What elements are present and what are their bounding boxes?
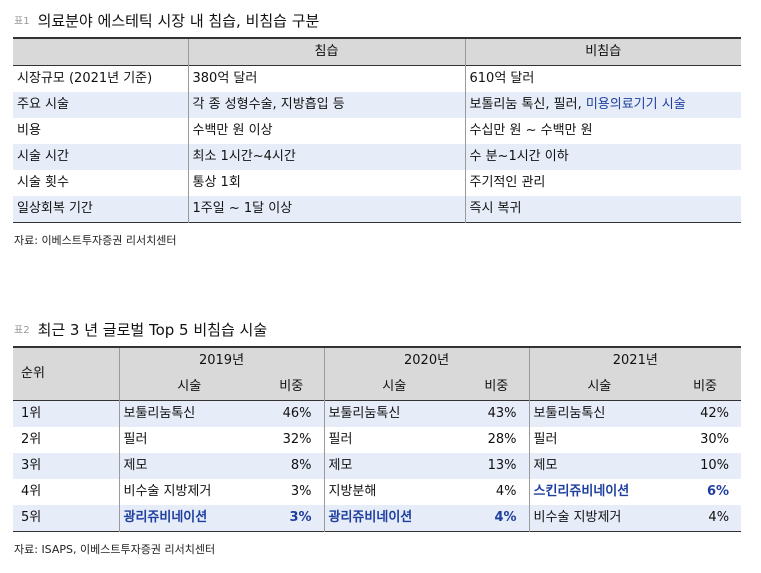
rank-cell: 4위 (21, 484, 42, 499)
table1-header-noninvasive: 비침습 (464, 38, 741, 66)
proc-header: 시술 (323, 374, 465, 401)
share-cell: 4% (494, 510, 517, 525)
table-row: 1위 보툴리눔톡신 46% 보툴리눔톡신 43% 보툴리눔톡신 42% (13, 400, 742, 427)
noninvasive-cell: 수십만 원 ~ 수백만 원 (464, 118, 741, 144)
procedure-cell: 보툴리눔톡신 (323, 400, 465, 427)
table-row: 일상회복 기간 1주일 ~ 1달 이상 즉시 복귀 (13, 196, 741, 223)
share-cell: 4% (708, 510, 730, 525)
table-row: 2위 필러 32% 필러 28% 필러 30% (13, 427, 741, 453)
table1-header-blank (13, 38, 188, 66)
noninvasive-text: 610억 달러 (469, 71, 535, 86)
procedure-cell: 제모 (118, 453, 259, 479)
table-row: 4위 비수술 지방제거 3% 지방분해 4% 스킨리쥬비네이션 6% (13, 479, 741, 505)
noninvasive-text: 수십만 원 ~ 수백만 원 (469, 123, 593, 138)
invasive-cell: 통상 1회 (187, 170, 465, 196)
share-header: 비중 (259, 374, 325, 401)
share-cell: 13% (487, 458, 517, 473)
noninvasive-cell: 주기적인 관리 (464, 170, 741, 196)
procedure-cell: 스킨리쥬비네이션 (528, 479, 670, 505)
share-cell: 3% (289, 510, 312, 525)
table2: 순위 2019년 2020년 2021년 시술 비중 시술 비중 시술 비중 1… (13, 346, 742, 532)
share-header: 비중 (464, 374, 530, 401)
noninvasive-cell: 수 분~1시간 이하 (464, 144, 741, 170)
noninvasive-cell: 610억 달러 (464, 65, 741, 92)
share-cell: 46% (282, 406, 312, 421)
procedure-cell: 필러 (323, 427, 465, 453)
table2-source: 자료: ISAPS, 이베스트투자증권 리서치센터 (14, 543, 216, 556)
table-row: 주요 시술 각 종 성형수술, 지방흡입 등 보톨리눔 톡신, 필러, 미용의료… (13, 92, 741, 118)
table-row: 시술 횟수 통상 1회 주기적인 관리 (13, 170, 741, 196)
invasive-cell: 각 종 성형수술, 지방흡입 등 (187, 92, 465, 118)
row-label: 주요 시술 (17, 97, 69, 112)
table-row: 시장규모 (2021년 기준) 380억 달러 610억 달러 (13, 65, 741, 92)
share-cell: 43% (487, 406, 517, 421)
row-label: 시술 횟수 (17, 175, 69, 190)
row-label: 시장규모 (2021년 기준) (17, 71, 153, 86)
table2-body: 1위 보툴리눔톡신 46% 보툴리눔톡신 43% 보툴리눔톡신 42% 2위 필러 32% 필러 28… (13, 400, 742, 532)
share-header: 비중 (669, 374, 742, 401)
invasive-cell: 1주일 ~ 1달 이상 (187, 196, 465, 223)
table-row: 3위 제모 8% 제모 13% 제모 10% (13, 453, 742, 479)
noninvasive-text: 주기적인 관리 (469, 175, 546, 190)
rank-cell: 2위 (21, 432, 42, 447)
invasive-cell: 수백만 원 이상 (187, 118, 465, 144)
table2-title: 최근 3 년 글로벌 Top 5 비침습 시술 (37, 321, 268, 339)
rank-cell: 5위 (21, 510, 42, 525)
share-cell: 10% (700, 458, 730, 473)
procedure-cell: 필러 (118, 427, 259, 453)
table-row: 비용 수백만 원 이상 수십만 원 ~ 수백만 원 (13, 118, 741, 144)
procedure-cell: 비수술 지방제거 (528, 505, 670, 532)
noninvasive-text: 수 분~1시간 이하 (469, 149, 569, 164)
procedure-cell: 제모 (528, 453, 670, 479)
table-row: 시술 시간 최소 1시간~4시간 수 분~1시간 이하 (13, 144, 741, 170)
share-cell: 32% (282, 432, 312, 447)
year-header-2020: 2020년 (323, 347, 530, 374)
noninvasive-highlight: 미용의료기기 시술 (585, 97, 686, 112)
row-label: 비용 (17, 123, 41, 138)
share-cell: 28% (487, 432, 517, 447)
rank-cell: 1위 (21, 406, 42, 421)
share-cell: 3% (290, 484, 312, 499)
invasive-cell: 최소 1시간~4시간 (187, 144, 465, 170)
procedure-cell: 비수술 지방제거 (118, 479, 259, 505)
share-cell: 30% (700, 432, 730, 447)
procedure-cell: 제모 (323, 453, 465, 479)
share-cell: 8% (290, 458, 312, 473)
procedure-cell: 광리쥬비네이션 (323, 505, 465, 532)
share-cell: 4% (495, 484, 517, 499)
table-row: 5위 광리쥬비네이션 3% 광리쥬비네이션 4% 비수술 지방제거 4% (13, 505, 742, 532)
table1-caption: 표1 의료분야 에스테틱 시장 내 침습, 비침습 구분 (14, 10, 319, 31)
table1-number: 표1 (14, 16, 30, 27)
share-cell: 42% (700, 406, 730, 421)
table1: 침습 비침습 시장규모 (2021년 기준) 380억 달러 610억 달러 주… (13, 37, 741, 223)
table1-header-invasive: 침습 (187, 38, 465, 66)
year-header-2021: 2021년 (528, 347, 742, 374)
procedure-cell: 보툴리눔톡신 (118, 400, 259, 427)
table2-year-row: 순위 2019년 2020년 2021년 (13, 347, 742, 401)
share-cell: 6% (706, 484, 730, 499)
procedure-cell: 필러 (528, 427, 670, 453)
proc-header: 시술 (528, 374, 670, 401)
table1-title: 의료분야 에스테틱 시장 내 침습, 비침습 구분 (37, 12, 320, 30)
proc-header: 시술 (118, 374, 259, 401)
table1-header-row: 침습 비침습 (13, 38, 741, 66)
noninvasive-cell: 즉시 복귀 (464, 196, 741, 223)
noninvasive-text: 보톨리눔 톡신, 필러, (469, 97, 586, 112)
invasive-cell: 380억 달러 (187, 65, 465, 92)
row-label: 일상회복 기간 (17, 201, 93, 216)
procedure-cell: 보툴리눔톡신 (528, 400, 670, 427)
table2-number: 표2 (14, 325, 30, 336)
procedure-cell: 지방분해 (323, 479, 465, 505)
noninvasive-text: 즉시 복귀 (469, 201, 522, 216)
rank-cell: 3위 (21, 458, 42, 473)
table2-subheader-row: 시술 비중 시술 비중 시술 비중 (13, 374, 742, 401)
procedure-cell: 광리쥬비네이션 (118, 505, 259, 532)
year-header-2019: 2019년 (118, 347, 325, 374)
rank-header: 순위 (13, 347, 119, 401)
table2-caption: 표2 최근 3 년 글로벌 Top 5 비침습 시술 (14, 319, 267, 340)
noninvasive-cell: 보톨리눔 톡신, 필러, 미용의료기기 시술 (464, 92, 741, 118)
row-label: 시술 시간 (17, 149, 69, 164)
table1-source: 자료: 이베스트투자증권 리서치센터 (14, 234, 177, 247)
